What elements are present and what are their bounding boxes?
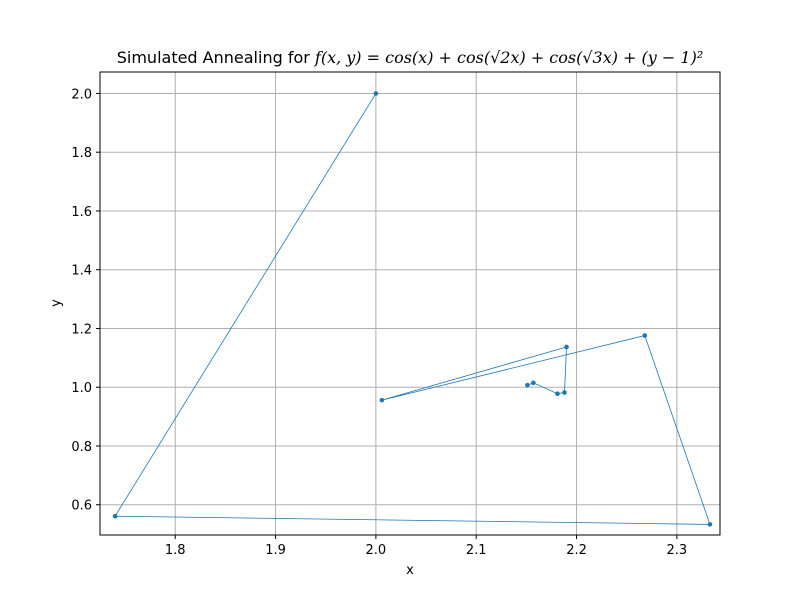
y-axis: 0.6 0.8 1.0 1.2 1.4 1.6 1.8 2.0 [71, 87, 100, 514]
data-point [562, 390, 567, 395]
y-tick-label: 0.6 [71, 499, 92, 514]
data-point [642, 333, 648, 338]
series-layer [112, 91, 713, 527]
x-tick-label: 2.0 [366, 543, 387, 558]
data-point [564, 344, 569, 350]
x-tick-label: 1.8 [165, 543, 186, 558]
data-point [379, 397, 385, 403]
data-point [373, 91, 379, 96]
chart-title-formula: f(x, y) = cos(x) + cos(√2x) + cos(√3x) +… [314, 48, 703, 67]
x-tick-label: 1.9 [265, 543, 286, 558]
y-tick-label: 1.8 [71, 146, 92, 161]
y-tick-label: 1.4 [71, 264, 92, 279]
plot-frame [99, 71, 721, 536]
y-tick-label: 2.0 [71, 87, 92, 102]
x-axis: 1.8 1.9 2.0 2.1 2.2 2.3 [165, 535, 687, 558]
data-point [525, 382, 530, 388]
y-tick-label: 1.6 [71, 205, 92, 220]
data-point [112, 513, 118, 519]
data-point [531, 380, 536, 386]
series-line [114, 93, 711, 525]
y-tick-label: 0.8 [71, 440, 92, 455]
y-axis-label: y [49, 299, 64, 307]
x-tick-label: 2.1 [466, 543, 487, 558]
data-point [555, 391, 560, 396]
x-axis-label: x [406, 563, 414, 578]
chart-title: Simulated Annealing for f(x, y) = cos(x)… [117, 48, 704, 67]
y-tick-label: 1.0 [71, 381, 92, 396]
grid [100, 72, 720, 535]
y-tick-label: 1.2 [71, 322, 92, 337]
x-tick-label: 2.2 [566, 543, 587, 558]
chart-title-prefix: Simulated Annealing for [117, 48, 315, 67]
data-point [707, 522, 713, 527]
x-tick-label: 2.3 [667, 543, 688, 558]
